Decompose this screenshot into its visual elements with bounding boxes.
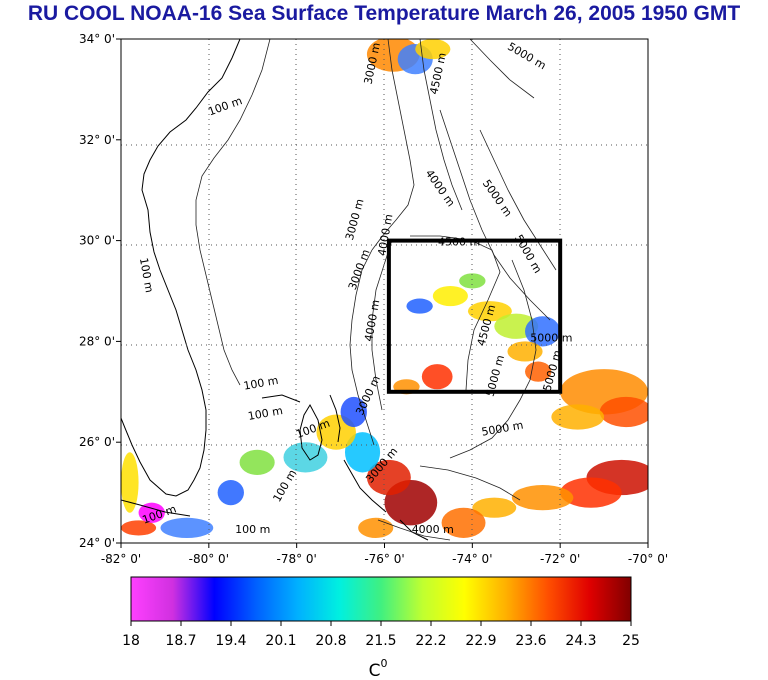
colorbar-tick-label: 22.9	[465, 633, 496, 649]
lon-tick-label: -74° 0'	[452, 552, 492, 566]
lon-tick-label: -78° 0'	[276, 552, 316, 566]
contour-label: 4000 m	[412, 523, 454, 536]
lat-tick-label: 24° 0'	[79, 536, 115, 550]
sst-patch	[217, 480, 244, 506]
sst-patch	[511, 485, 574, 511]
sst-patch	[344, 432, 381, 473]
coastline-key-west	[121, 499, 191, 517]
contour-5000m-south	[419, 465, 521, 501]
sst-patch	[507, 341, 543, 362]
contour-3000m-north	[371, 39, 415, 251]
colorbar-gradient	[130, 576, 632, 622]
sst-patch	[525, 361, 552, 382]
sst-patch	[358, 517, 394, 538]
lon-tick-label: -76° 0'	[364, 552, 404, 566]
lon-tick-label: -80° 0'	[189, 552, 229, 566]
contour-label: 100 m	[242, 374, 279, 393]
lat-tick-label: 28° 0'	[79, 334, 115, 348]
sst-patch	[121, 520, 157, 536]
latitude-axis: 34° 0' 32° 0' 30° 0' 28° 0' 26° 0' 24° 0'	[79, 32, 121, 550]
colorbar-tick-label: 20.8	[315, 633, 346, 649]
lat-tick-label: 34° 0'	[79, 32, 115, 46]
sst-patch	[239, 449, 275, 475]
contour-100m-outer	[195, 39, 271, 386]
contour-4500m-blake	[410, 235, 501, 391]
contour-label: 100 m	[247, 404, 284, 423]
sst-patch	[160, 517, 214, 538]
sst-patch	[560, 477, 622, 508]
colorbar-tick-label: 24.3	[565, 633, 596, 649]
graticule	[121, 39, 648, 543]
sst-patch	[138, 502, 165, 523]
sst-patch	[432, 285, 468, 307]
coastline-grand-bahama	[261, 394, 301, 403]
lon-tick-label: -70° 0'	[628, 552, 668, 566]
sst-patch	[459, 273, 486, 289]
sst-patch	[121, 452, 139, 513]
sst-patch	[525, 316, 561, 347]
contour-3000m-blake	[349, 249, 375, 446]
lat-tick-label: 26° 0'	[79, 435, 115, 449]
chart-title: RU COOL NOAA-16 Sea Surface Temperature …	[27, 2, 741, 25]
sst-patch	[415, 39, 451, 60]
colorbar-unit: C0	[369, 657, 388, 680]
contour-5000m-mid	[479, 129, 557, 271]
sst-patch	[467, 301, 512, 322]
sst-patch	[551, 404, 605, 430]
colorbar-tick-label: 21.5	[365, 633, 396, 649]
contour-4000m-mid	[439, 109, 551, 321]
sst-patch	[599, 396, 648, 428]
colorbar-tick-label: 19.4	[215, 633, 246, 649]
contour-label: 100 m	[137, 257, 156, 294]
study-area-box	[386, 238, 563, 394]
sst-satellite-layer	[121, 39, 648, 538]
colorbar: 18 18.7 19.4 20.1 20.8 21.5 22.2 22.9 23.6 24.3 25…	[122, 576, 640, 680]
contour-5000m-north	[469, 39, 535, 99]
lon-tick-label: -72° 0'	[540, 552, 580, 566]
colorbar-tick-label: 22.2	[415, 633, 446, 649]
sst-patch	[283, 442, 328, 473]
coastline-andros-island	[299, 403, 323, 461]
sst-patch	[441, 507, 486, 538]
contour-label: 5000 m	[530, 331, 572, 344]
colorbar-tick-label: 25	[622, 633, 640, 649]
lat-tick-label: 30° 0'	[79, 234, 115, 248]
sst-patch	[340, 396, 367, 428]
contour-label: 100 m	[235, 523, 270, 536]
colorbar-tick-label: 23.6	[515, 633, 546, 649]
sst-patch	[421, 364, 453, 390]
coastline-exuma	[343, 459, 387, 513]
lon-tick-label: -82° 0'	[101, 552, 141, 566]
coastline-usa-east	[121, 39, 241, 497]
coastline-abaco	[329, 394, 341, 443]
coastline	[121, 39, 429, 541]
colorbar-tick-label: 18	[122, 633, 140, 649]
sst-patch	[366, 459, 411, 496]
colorbar-tick-label: 20.1	[265, 633, 296, 649]
longitude-axis: -82° 0' -80° 0' -78° 0' -76° 0' -74° 0' -72° …	[101, 543, 668, 566]
lat-tick-label: 32° 0'	[79, 133, 115, 147]
sst-patch	[406, 298, 433, 314]
contour-4500m-north	[419, 39, 463, 211]
contour-4000m-south	[377, 519, 451, 541]
sst-patch	[472, 497, 517, 518]
colorbar-tick-label: 18.7	[165, 633, 196, 649]
colorbar-ticks: 18 18.7 19.4 20.1 20.8 21.5 22.2 22.9 23.6 24.3 25	[122, 621, 640, 649]
